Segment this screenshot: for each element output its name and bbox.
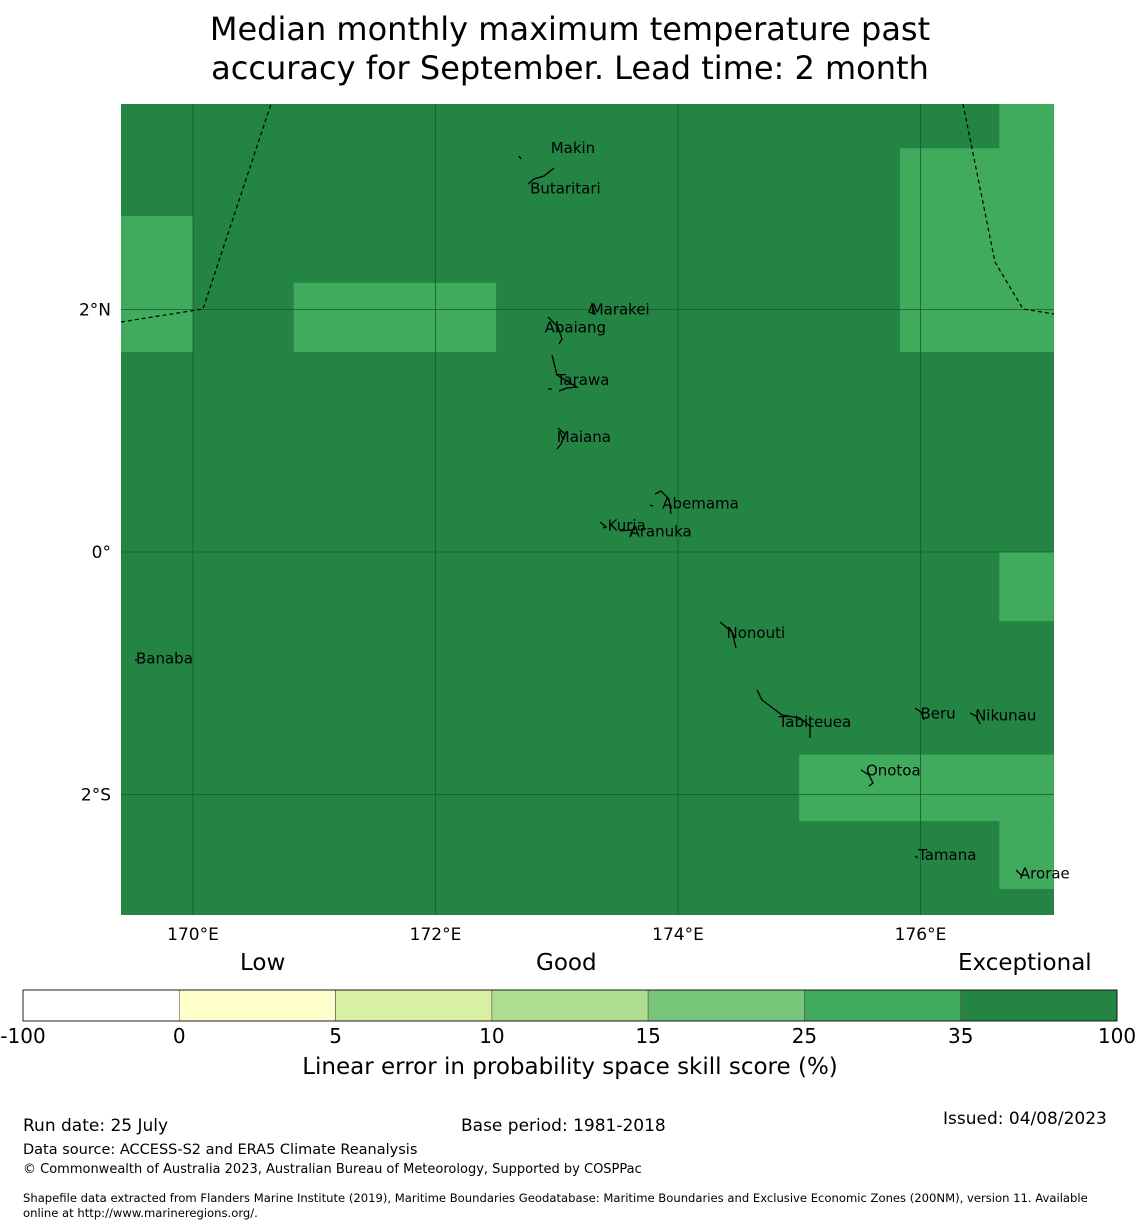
colorbar bbox=[22, 989, 1118, 1022]
skill-cell-5 bbox=[799, 754, 1054, 822]
eez-boundaries bbox=[120, 103, 1055, 323]
colorbar-tick-label: 10 bbox=[479, 1024, 505, 1048]
colorbar-segment-2 bbox=[335, 989, 493, 1022]
outline-butaritari bbox=[527, 167, 555, 185]
colorbar-segment-4 bbox=[647, 989, 805, 1022]
outline-tabiteuea bbox=[756, 689, 811, 738]
outline-aranuka bbox=[619, 529, 633, 538]
outline-onotoa bbox=[860, 769, 874, 787]
colorbar-label-low: Low bbox=[240, 950, 286, 976]
colorbar-segment-1 bbox=[178, 989, 336, 1022]
outline-kuria bbox=[599, 521, 608, 529]
lon-tick-label: 172°E bbox=[410, 925, 462, 945]
outline-nikunau bbox=[969, 712, 981, 725]
outline-abemama bbox=[649, 490, 672, 515]
outline-abaiang bbox=[547, 316, 563, 345]
island-label-aranuka: Aranuka bbox=[630, 522, 692, 540]
island-label-makin: Makin bbox=[551, 139, 596, 157]
colorbar-segment-5 bbox=[804, 989, 962, 1022]
colorbar-label-exceptional: Exceptional bbox=[958, 950, 1092, 976]
island-label-maiana: Maiana bbox=[557, 428, 611, 446]
island-label-banaba: Banaba bbox=[136, 650, 193, 668]
outline-nonouti bbox=[719, 621, 737, 649]
colorbar-tick-label: 25 bbox=[791, 1024, 818, 1048]
lon-tick-label: 170°E bbox=[167, 925, 219, 945]
outline-arorae bbox=[1015, 869, 1023, 877]
copyright: © Commonwealth of Australia 2023, Austra… bbox=[23, 1162, 642, 1177]
island-label-marakei: Marakei bbox=[591, 301, 650, 319]
outline-tamana bbox=[914, 855, 919, 859]
outline-marakei bbox=[588, 301, 596, 316]
eez-boundary-east bbox=[962, 103, 1055, 315]
shapefile-credit-line-1: Shapefile data extracted from Flanders M… bbox=[23, 1191, 1088, 1205]
outline-makin bbox=[518, 155, 522, 160]
colorbar-segment-0 bbox=[22, 989, 180, 1022]
map-title-line-2: accuracy for September. Lead time: 2 mon… bbox=[211, 49, 929, 87]
data-source: Data source: ACCESS-S2 and ERA5 Climate … bbox=[23, 1142, 418, 1158]
skill-cell-6 bbox=[999, 821, 1054, 890]
island-outlines bbox=[135, 155, 1023, 877]
island-label-kuria: Kuria bbox=[608, 516, 646, 534]
island-label-tabiteuea: Tabiteuea bbox=[778, 713, 852, 731]
run-date: Run date: 25 July bbox=[23, 1116, 169, 1136]
island-label-tamana: Tamana bbox=[917, 846, 976, 864]
colorbar-tick-label: -100 bbox=[0, 1024, 46, 1048]
skill-cell-0 bbox=[121, 216, 193, 352]
skill-cell-2 bbox=[899, 148, 1054, 352]
island-label-arorae: Arorae bbox=[1020, 864, 1070, 882]
island-label-nonouti: Nonouti bbox=[727, 624, 786, 642]
colorbar-label-good: Good bbox=[536, 950, 597, 976]
outline-maiana bbox=[556, 427, 566, 450]
colorbar-title: Linear error in probability space skill … bbox=[302, 1054, 838, 1080]
skill-cells bbox=[121, 104, 1054, 890]
lon-tick-label: 174°E bbox=[652, 925, 704, 945]
lat-tick-label: 2°N bbox=[79, 301, 111, 321]
colorbar-tick-label: 100 bbox=[1097, 1024, 1137, 1048]
skill-cell-1 bbox=[293, 282, 497, 352]
map-title: Median monthly maximum temperature past … bbox=[0, 10, 1140, 88]
eez-boundary-west bbox=[120, 103, 272, 323]
island-label-butaritari: Butaritari bbox=[530, 179, 601, 197]
island-label-beru: Beru bbox=[921, 704, 956, 722]
island-label-abemama: Abemama bbox=[662, 495, 739, 513]
skill-cell-4 bbox=[999, 552, 1054, 622]
graticule-lines bbox=[121, 104, 1054, 915]
lat-tick-label: 0° bbox=[92, 543, 111, 563]
colorbar-tick-label: 35 bbox=[947, 1024, 974, 1048]
lon-tick-label: 176°E bbox=[895, 925, 947, 945]
island-label-nikunau: Nikunau bbox=[975, 707, 1036, 725]
colorbar-segment-6 bbox=[960, 989, 1118, 1022]
skill-cell-3 bbox=[999, 104, 1054, 149]
island-label-tarawa: Tarawa bbox=[556, 371, 610, 389]
colorbar-frame bbox=[22, 989, 1118, 1022]
island-label-abaiang: Abaiang bbox=[545, 319, 606, 337]
axis-labels: 170°E 172°E 174°E 176°E 2°N 0° 2°S bbox=[79, 301, 946, 946]
colorbar-segment-3 bbox=[491, 989, 649, 1022]
outline-tarawa bbox=[548, 354, 580, 392]
colorbar-tick-label: 15 bbox=[635, 1024, 661, 1048]
shapefile-credit-line-2: online at http://www.marineregions.org/. bbox=[23, 1206, 258, 1220]
outline-beru bbox=[914, 707, 925, 721]
island-label-onotoa: Onotoa bbox=[866, 761, 921, 779]
map-title-line-1: Median monthly maximum temperature past bbox=[209, 10, 931, 48]
colorbar-tick-label: 5 bbox=[329, 1024, 342, 1048]
colorbar-tick-label: 0 bbox=[172, 1024, 186, 1048]
base-period: Base period: 1981-2018 bbox=[461, 1116, 666, 1136]
issued-date: Issued: 04/08/2023 bbox=[943, 1109, 1107, 1129]
lat-tick-label: 2°S bbox=[81, 786, 111, 806]
